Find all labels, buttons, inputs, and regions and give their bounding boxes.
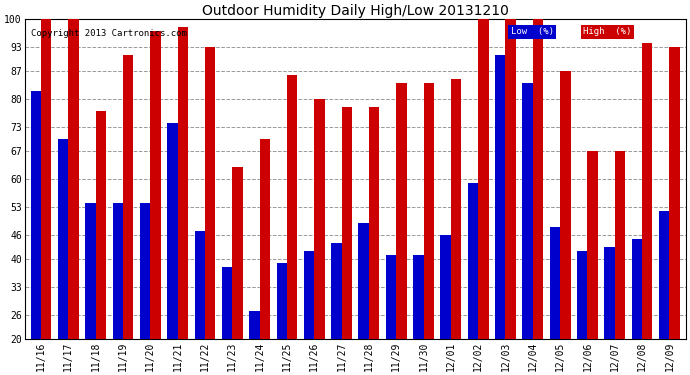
Bar xyxy=(587,151,598,339)
Bar xyxy=(233,167,243,339)
Bar xyxy=(287,75,297,339)
Bar xyxy=(30,91,41,339)
Bar xyxy=(413,255,424,339)
Bar xyxy=(222,267,233,339)
Title: Outdoor Humidity Daily High/Low 20131210: Outdoor Humidity Daily High/Low 20131210 xyxy=(201,4,509,18)
Bar xyxy=(440,235,451,339)
Bar xyxy=(478,20,489,339)
Bar xyxy=(550,227,560,339)
Bar xyxy=(615,151,625,339)
Bar xyxy=(396,83,406,339)
Bar xyxy=(533,20,543,339)
Bar xyxy=(669,47,680,339)
Bar xyxy=(632,239,642,339)
Bar xyxy=(468,183,478,339)
Bar xyxy=(249,311,259,339)
Bar xyxy=(522,83,533,339)
Bar xyxy=(41,20,51,339)
Bar xyxy=(604,247,615,339)
Bar xyxy=(123,55,133,339)
Bar xyxy=(304,251,314,339)
Bar xyxy=(560,71,571,339)
Text: Copyright 2013 Cartronics.com: Copyright 2013 Cartronics.com xyxy=(31,29,187,38)
Bar xyxy=(342,107,352,339)
Bar xyxy=(424,83,434,339)
Bar xyxy=(140,203,150,339)
Bar xyxy=(195,231,205,339)
Bar xyxy=(205,47,215,339)
Bar xyxy=(386,255,396,339)
Bar xyxy=(577,251,587,339)
Bar xyxy=(451,79,461,339)
Bar xyxy=(331,243,342,339)
Text: High  (%): High (%) xyxy=(583,27,632,36)
Bar xyxy=(506,20,516,339)
Bar xyxy=(495,55,506,339)
Bar xyxy=(369,107,380,339)
Bar xyxy=(58,139,68,339)
Bar xyxy=(277,263,287,339)
Text: Low  (%): Low (%) xyxy=(511,27,553,36)
Bar xyxy=(259,139,270,339)
Bar xyxy=(96,111,106,339)
Bar xyxy=(177,27,188,339)
Bar xyxy=(314,99,324,339)
Bar xyxy=(359,223,369,339)
Bar xyxy=(642,43,653,339)
Bar xyxy=(167,123,177,339)
Bar xyxy=(112,203,123,339)
Bar xyxy=(68,20,79,339)
Bar xyxy=(659,211,669,339)
Bar xyxy=(86,203,96,339)
Bar xyxy=(150,31,161,339)
